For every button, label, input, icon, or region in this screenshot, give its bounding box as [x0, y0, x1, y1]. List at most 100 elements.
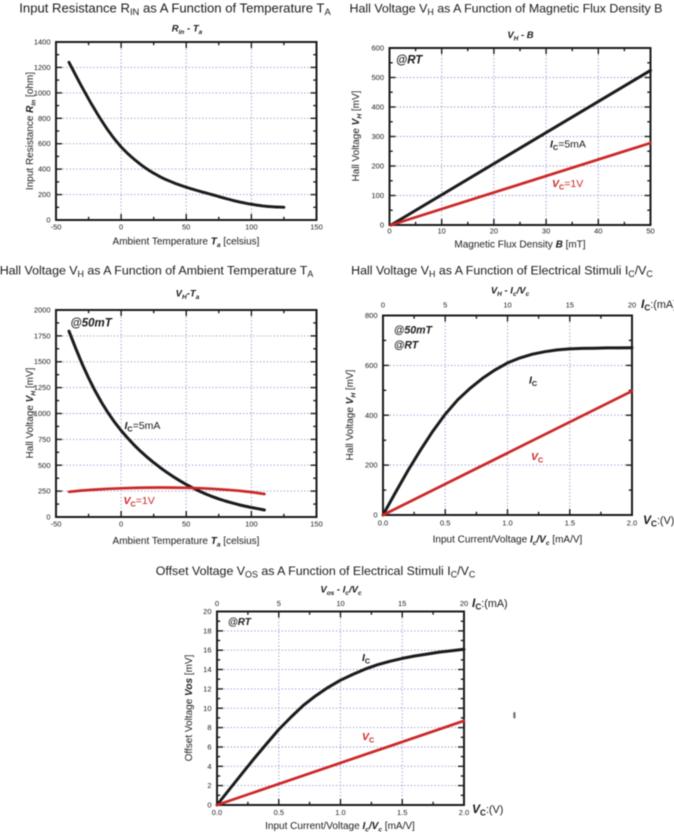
svg-text:0: 0 — [119, 223, 123, 232]
svg-text:0: 0 — [215, 599, 219, 608]
svg-text:VC=1V: VC=1V — [552, 178, 583, 191]
svg-text:IC: IC — [529, 375, 538, 388]
svg-text:600: 600 — [365, 361, 378, 370]
svg-text:0: 0 — [381, 301, 385, 310]
svg-text:Input Resistance Rin​ [ohm]: Input Resistance Rin​ [ohm] — [25, 72, 38, 190]
svg-text:600: 600 — [371, 44, 384, 53]
svg-text:20: 20 — [628, 301, 636, 310]
svg-text:Hall Voltage VH​ as A Function: Hall Voltage VH​ as A Function of Magnet… — [350, 2, 663, 17]
svg-text:VC: VC — [362, 731, 375, 744]
svg-text:Hall Voltage VH​ as A Function: Hall Voltage VH​ as A Function of Electr… — [351, 264, 653, 279]
svg-text:5: 5 — [277, 599, 281, 608]
svg-text:18: 18 — [203, 626, 211, 635]
svg-text:Input Current/Voltage Ic​/Vc​: Input Current/Voltage Ic​/Vc​ [mA/V] — [433, 535, 583, 548]
svg-text:800: 800 — [365, 311, 378, 320]
svg-text:100: 100 — [245, 223, 258, 232]
svg-text:VH​ - Ic​/Vc​: VH​ - Ic​/Vc​ — [491, 286, 530, 298]
svg-text:IC:(mA): IC:(mA) — [472, 596, 508, 612]
svg-text:IC:(mA): IC:(mA) — [641, 297, 674, 313]
svg-text:2: 2 — [207, 781, 211, 790]
svg-text:Hall Voltage VH​ as A Function: Hall Voltage VH​ as A Function of Ambien… — [0, 264, 313, 279]
svg-text:10: 10 — [203, 704, 211, 713]
svg-text:12: 12 — [203, 684, 211, 693]
svg-text:0.5: 0.5 — [274, 808, 284, 817]
svg-text:1000: 1000 — [34, 88, 51, 97]
svg-text:Hall Voltage VH​ [mV]: Hall Voltage VH​ [mV] — [25, 367, 38, 458]
svg-text:VC=1V: VC=1V — [124, 495, 155, 508]
svg-text:100: 100 — [245, 520, 258, 529]
svg-text:0: 0 — [46, 216, 50, 225]
svg-text:750: 750 — [38, 435, 51, 444]
svg-text:20: 20 — [203, 607, 211, 616]
svg-text:0.0: 0.0 — [212, 808, 222, 817]
svg-text:5: 5 — [443, 301, 447, 310]
svg-text:VH​ - B: VH​ - B — [507, 30, 533, 42]
svg-text:@RT: @RT — [396, 55, 423, 67]
svg-text:0: 0 — [46, 513, 50, 522]
svg-text:0: 0 — [207, 801, 211, 810]
svg-text:1.0: 1.0 — [335, 808, 345, 817]
svg-text:VC: VC — [531, 451, 544, 464]
svg-text:0.5: 0.5 — [440, 519, 450, 528]
svg-text:2.0: 2.0 — [627, 519, 637, 528]
svg-text:15: 15 — [566, 301, 574, 310]
svg-text:Hall Voltage VH​ [mV]: Hall Voltage VH​ [mV] — [345, 369, 358, 460]
svg-text:VH​-Ta​: VH​-Ta​ — [176, 289, 200, 301]
svg-text:IC: IC — [362, 652, 371, 665]
svg-text:500: 500 — [38, 461, 51, 470]
svg-text:1.0: 1.0 — [502, 519, 512, 528]
svg-text:Magnetic Flux Density B [mT]: Magnetic Flux Density B [mT] — [454, 240, 585, 251]
svg-text:1.5: 1.5 — [397, 808, 407, 817]
svg-text:4: 4 — [207, 762, 211, 771]
svg-text:@50mT: @50mT — [71, 318, 113, 330]
svg-text:30: 30 — [542, 227, 550, 236]
svg-text:250: 250 — [38, 487, 51, 496]
svg-text:0: 0 — [373, 511, 377, 520]
svg-text:300: 300 — [371, 132, 384, 141]
svg-text:Ambient Temperature Ta​ [celsi: Ambient Temperature Ta​ [celsius] — [113, 536, 260, 549]
svg-text:@50mT: @50mT — [394, 325, 434, 337]
svg-text:IC=5mA: IC=5mA — [125, 420, 161, 433]
svg-text:800: 800 — [38, 114, 51, 123]
svg-text:150: 150 — [310, 520, 323, 529]
svg-text:200: 200 — [365, 461, 378, 470]
svg-text:400: 400 — [371, 103, 384, 112]
svg-text:500: 500 — [371, 73, 384, 82]
svg-text:6: 6 — [207, 743, 211, 752]
svg-text:600: 600 — [38, 139, 51, 148]
svg-text:50: 50 — [182, 520, 190, 529]
svg-text:100: 100 — [371, 191, 384, 200]
svg-text:Vos​ - Ic​/Vc​: Vos​ - Ic​/Vc​ — [320, 585, 362, 597]
svg-text:0: 0 — [380, 221, 384, 230]
svg-text:0: 0 — [119, 520, 123, 529]
svg-text:150: 150 — [310, 223, 323, 232]
svg-text:1200: 1200 — [34, 63, 51, 72]
svg-text:20: 20 — [490, 227, 498, 236]
svg-text:200: 200 — [38, 190, 51, 199]
svg-text:200: 200 — [371, 162, 384, 171]
svg-text:Hall Voltage VH​ [mV]: Hall Voltage VH​ [mV] — [351, 90, 364, 181]
svg-text:Input Current/Voltage Ic​/Vc​: Input Current/Voltage Ic​/Vc​ [mA/V] — [265, 821, 415, 834]
svg-text:@RT: @RT — [394, 340, 420, 352]
svg-text:400: 400 — [365, 411, 378, 420]
svg-text:20: 20 — [460, 599, 468, 608]
svg-text:0: 0 — [387, 227, 391, 236]
svg-text:400: 400 — [38, 165, 51, 174]
svg-text:IC=5mA: IC=5mA — [550, 139, 586, 152]
svg-text:2000: 2000 — [34, 306, 51, 315]
svg-text:-50: -50 — [51, 223, 62, 232]
svg-text:1250: 1250 — [34, 383, 51, 392]
svg-text:16: 16 — [203, 646, 211, 655]
svg-text:Rin​ - Ta​: Rin​ - Ta​ — [172, 24, 203, 36]
svg-text:-50: -50 — [51, 520, 62, 529]
svg-text:Offset Voltage Vos [mV]: Offset Voltage Vos [mV] — [184, 654, 195, 761]
svg-text:50: 50 — [646, 227, 654, 236]
svg-text:8: 8 — [207, 723, 211, 732]
svg-text:@RT: @RT — [228, 617, 252, 628]
svg-text:Input Resistance RIN​ as A Fun: Input Resistance RIN​ as A Function of T… — [19, 1, 331, 17]
svg-text:Ambient Temperature Ta​ [celsi: Ambient Temperature Ta​ [celsius] — [113, 237, 260, 250]
svg-text:10: 10 — [438, 227, 446, 236]
svg-text:Offset Voltage VOS​ as A Funct: Offset Voltage VOS​ as A Function of Ele… — [156, 564, 476, 579]
svg-text:VC:(V): VC:(V) — [643, 513, 674, 529]
svg-text:2.0: 2.0 — [459, 808, 469, 817]
